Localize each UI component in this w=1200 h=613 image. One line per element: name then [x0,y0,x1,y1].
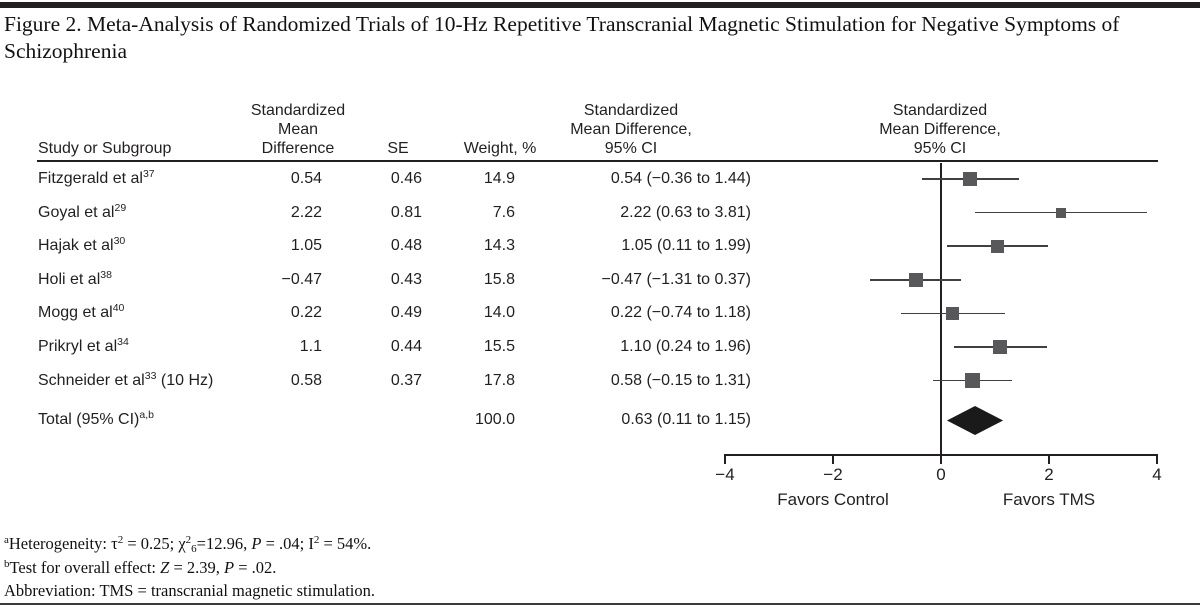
effect-square [1055,207,1066,218]
se-value: 0.43 [390,271,422,288]
smd-value: 0.22 [290,304,322,321]
effect-square [946,306,960,320]
study-label: Schneider et al33 (10 Hz) [38,370,214,389]
se-value: 0.49 [390,304,422,321]
footnote-abbreviation: Abbreviation: TMS = transcranial magneti… [4,581,376,600]
weight-value: 15.5 [483,338,515,355]
footnotes: aHeterogeneity: τ2 = 0.25; χ26=12.96, P … [4,532,375,603]
ci-value: −0.47 (−1.31 to 0.37) [601,271,751,288]
ci-value: 1.05 (0.11 to 1.99) [621,237,751,254]
total-weight-value: 100.0 [474,411,515,428]
top-rule [0,2,1200,8]
effect-square [963,172,978,186]
x-tick-label: 2 [1044,465,1054,484]
axis-annotation-favors-tms: Favors TMS [1002,490,1096,509]
column-header-weight: Weight, % [463,140,537,157]
column-header-study: Study or Subgroup [38,140,172,157]
study-label: Fitzgerald et al37 [38,168,155,187]
smd-value: 2.22 [290,204,322,221]
column-header-smd: Standardized Mean Difference [250,102,346,157]
column-header-plot: Standardized Mean Difference, 95% CI [879,102,1001,157]
se-value: 0.48 [390,237,422,254]
x-tick [724,454,726,464]
header-rule [37,160,1158,162]
se-value: 0.81 [390,204,422,221]
study-label: Mogg et al40 [38,302,125,321]
zero-reference-line [940,163,942,456]
weight-value: 14.3 [483,237,515,254]
footnote-b: bTest for overall effect: Z = 2.39, P = … [4,557,277,577]
weight-value: 14.0 [483,304,515,321]
ci-value: 0.22 (−0.74 to 1.18) [610,304,751,321]
column-header-ci: Standardized Mean Difference, 95% CI [570,102,692,157]
x-tick [1156,454,1158,464]
smd-value: 0.58 [290,372,322,389]
study-label: Goyal et al29 [38,202,127,221]
ci-value: 0.58 (−0.15 to 1.31) [610,372,751,389]
se-value: 0.46 [390,170,422,187]
x-tick-label: −4 [715,465,735,484]
effect-square [993,340,1008,354]
x-tick-label: 4 [1152,465,1162,484]
ci-value: 2.22 (0.63 to 3.81) [620,204,751,221]
smd-value: 1.05 [290,237,322,254]
weight-value: 7.6 [492,204,515,221]
weight-value: 17.8 [483,372,515,389]
x-tick [832,454,834,464]
total-label: Total (95% CI)a,b [38,409,154,428]
study-label: Prikryl et al34 [38,336,129,355]
footnote-a: aHeterogeneity: τ2 = 0.25; χ26=12.96, P … [4,534,372,555]
weight-value: 15.8 [483,271,515,288]
column-header-se: SE [387,140,409,157]
ci-value: 0.54 (−0.36 to 1.44) [610,170,751,187]
smd-value: 0.54 [290,170,322,187]
figure-title: Figure 2. Meta-Analysis of Randomized Tr… [4,12,1120,63]
smd-value: 1.1 [299,338,322,355]
smd-value: −0.47 [281,271,322,288]
se-value: 0.44 [390,338,422,355]
total-ci-value: 0.63 (0.11 to 1.15) [621,411,751,428]
effect-square [964,373,980,389]
x-tick-label: 0 [936,465,946,484]
bottom-rule [0,603,1200,605]
x-tick [1048,454,1050,464]
effect-square [908,272,923,287]
se-value: 0.37 [390,372,422,389]
x-tick [940,454,942,464]
study-label: Hajak et al30 [38,235,126,254]
study-label: Holi et al38 [38,269,112,288]
ci-value: 1.10 (0.24 to 1.96) [620,338,751,355]
axis-annotation-favors-control: Favors Control [777,490,889,509]
weight-value: 14.9 [483,170,515,187]
x-tick-label: −2 [823,465,843,484]
effect-square [991,239,1005,253]
